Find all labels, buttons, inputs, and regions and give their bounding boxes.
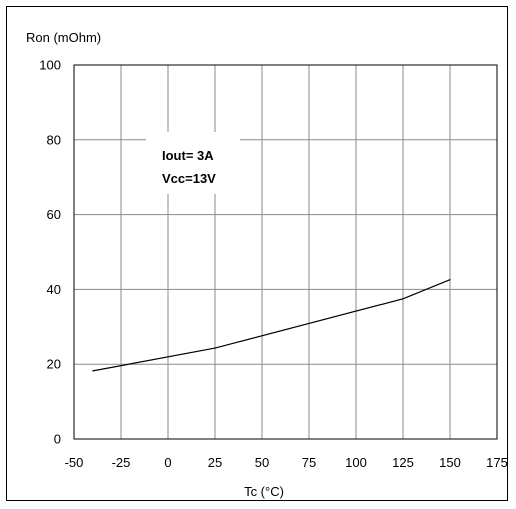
- x-tick-label: 25: [208, 455, 222, 470]
- y-tick-label: 60: [47, 207, 61, 222]
- data-point: [214, 347, 216, 349]
- x-tick-label: -50: [65, 455, 84, 470]
- annotation-iout: Iout= 3A: [162, 148, 214, 163]
- series-group: [92, 279, 451, 372]
- x-tick-labels: -50 -25 0 25 50 75 100 125 150 175: [65, 455, 508, 470]
- y-tick-label: 100: [39, 58, 61, 73]
- x-tick-label: -25: [112, 455, 131, 470]
- x-tick-label: 50: [255, 455, 269, 470]
- y-tick-label: 20: [47, 357, 61, 372]
- y-tick-labels: 0 20 40 60 80 100: [39, 58, 61, 447]
- chart-frame: [6, 6, 508, 501]
- y-tick-label: 80: [47, 132, 61, 147]
- data-point: [449, 279, 451, 281]
- annotation-vcc: Vcc=13V: [162, 171, 216, 186]
- y-axis-label: Ron (mOhm): [26, 30, 101, 45]
- series-line: [92, 279, 451, 372]
- grid: [74, 65, 497, 439]
- x-tick-label: 175: [486, 455, 508, 470]
- data-point: [402, 298, 404, 300]
- x-tick-label: 75: [302, 455, 316, 470]
- annotation-box: Iout= 3A Vcc=13V: [146, 132, 240, 194]
- data-point: [92, 370, 94, 372]
- x-tick-label: 100: [345, 455, 367, 470]
- y-tick-label: 0: [54, 432, 61, 447]
- x-tick-label: 125: [392, 455, 414, 470]
- y-tick-label: 40: [47, 282, 61, 297]
- x-tick-label: 150: [439, 455, 461, 470]
- x-tick-label: 0: [164, 455, 171, 470]
- x-axis-label: Tc (°C): [244, 484, 284, 499]
- plot-area: [73, 64, 498, 440]
